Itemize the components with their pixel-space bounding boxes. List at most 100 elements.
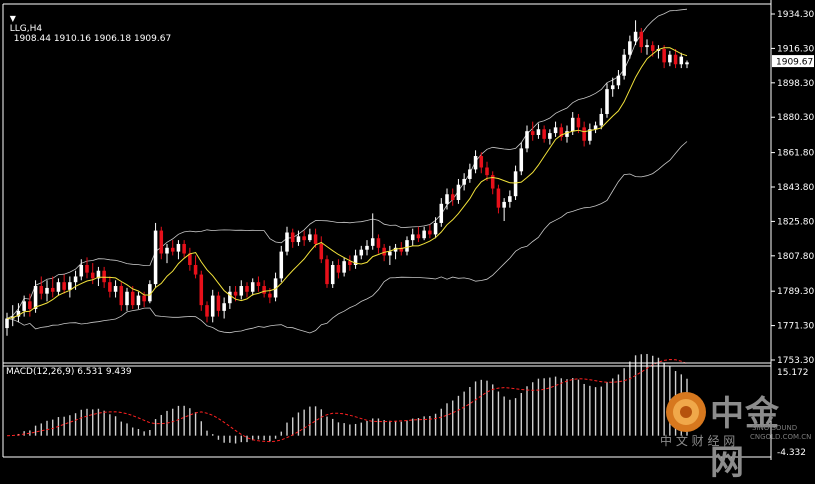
candle-body (273, 278, 278, 298)
price-tick-label: 1753.30 (777, 356, 814, 366)
candle-body (45, 287, 49, 294)
candle-body (485, 167, 489, 176)
candle-body (210, 295, 215, 317)
candle-body (588, 129, 592, 141)
price-tick-label: 1898.30 (777, 79, 814, 89)
candle-body (39, 286, 44, 294)
chart-ohlc: 1908.44 1910.16 1906.18 1909.67 (13, 34, 172, 44)
chart-symbol: LLG,H4 (9, 24, 43, 34)
price-tick-label: 1843.80 (777, 183, 814, 193)
candle-body (73, 276, 78, 283)
candle-body (176, 243, 181, 252)
candle-body (628, 41, 632, 55)
candle-body (496, 188, 501, 208)
candle-body (239, 286, 244, 296)
candle-body (473, 156, 478, 170)
candle-body (68, 282, 72, 290)
candle-body (536, 129, 541, 136)
candle-body (633, 31, 638, 42)
candle-body (119, 286, 124, 306)
candle-body (422, 230, 426, 239)
candle-body (308, 234, 312, 241)
candle-body (90, 272, 95, 279)
price-chart[interactable]: 1934.30 1916.30 1898.30 1880.30 1861.80 1843.… (0, 0, 815, 460)
candle-body (302, 236, 306, 241)
bollinger-bands (6, 8, 688, 334)
candle-body (159, 230, 164, 254)
candle-body (28, 301, 32, 309)
macd-signal-line (6, 358, 688, 443)
candle-body (353, 255, 358, 265)
candle-body (245, 286, 249, 292)
candle-body (639, 31, 644, 48)
watermark-logo-line1: SINO SOUND (752, 424, 798, 432)
candle-body (565, 131, 569, 137)
candle-body (582, 127, 586, 141)
candle-body (410, 234, 415, 241)
candle-body (228, 291, 232, 304)
candle-body (439, 203, 444, 223)
candle-body (182, 243, 186, 254)
candle-body (102, 270, 106, 283)
price-tick-label: 1771.30 (777, 322, 814, 332)
moving-average-line (6, 47, 688, 319)
candle-body (673, 54, 678, 65)
candle-body (559, 127, 564, 137)
candle-body (462, 178, 466, 185)
candle-body (548, 133, 552, 139)
candle-body (342, 261, 346, 273)
candle-body (576, 117, 581, 128)
candle-body (148, 284, 152, 302)
candle-body (256, 282, 261, 287)
candlesticks (5, 20, 689, 336)
candle-body (508, 196, 512, 202)
moving-average (6, 47, 688, 319)
candle-body (222, 303, 226, 311)
candle-body (325, 259, 329, 285)
candle-body (205, 305, 209, 317)
candle-body (433, 222, 438, 235)
current-price-box (772, 55, 814, 68)
candle-body (490, 175, 495, 189)
candle-body (165, 247, 169, 254)
candle-body (679, 56, 684, 65)
candle-body (16, 310, 21, 317)
candle-body (662, 48, 666, 63)
cngold-logo-icon (666, 392, 706, 432)
bollinger-upper-line (6, 8, 688, 319)
bollinger-lower-line (6, 141, 688, 334)
candle-body (450, 194, 455, 200)
candle-body (130, 291, 135, 306)
candle-body (456, 184, 461, 200)
candle-body (142, 295, 146, 302)
candle-body (5, 318, 9, 329)
candle-body (530, 131, 535, 136)
candle-body (405, 240, 409, 252)
candle-body (279, 251, 284, 279)
candle-body (336, 264, 341, 273)
price-tick-label: 1825.80 (777, 217, 814, 227)
watermark: 中金网 SINO SOUND CNGOLD.COM.CN 中 文 财 经 网 (660, 386, 811, 483)
collapse-triangle-icon[interactable]: ▼ (9, 14, 16, 23)
candle-body (319, 243, 324, 260)
macd-axis-bottom: -4.332 (777, 448, 806, 458)
candle-body (416, 234, 421, 239)
candle-body (188, 253, 192, 265)
candle-body (382, 247, 386, 256)
price-tick-label: 1789.30 (777, 287, 814, 297)
candle-body (108, 282, 112, 292)
candle-body (610, 85, 615, 90)
candle-body (502, 201, 506, 208)
candle-body (525, 131, 529, 149)
candle-body (199, 274, 204, 306)
candle-body (668, 54, 672, 63)
candle-body (685, 62, 689, 65)
candle-body (388, 251, 392, 256)
candle-body (513, 171, 518, 197)
price-tick-label: 1934.30 (777, 10, 814, 20)
candle-body (365, 245, 369, 250)
price-axis: 1934.30 1916.30 1898.30 1880.30 1861.80 1843.… (771, 10, 814, 458)
candle-body (330, 264, 335, 285)
candle-body (605, 89, 609, 114)
candle-body (645, 45, 649, 48)
